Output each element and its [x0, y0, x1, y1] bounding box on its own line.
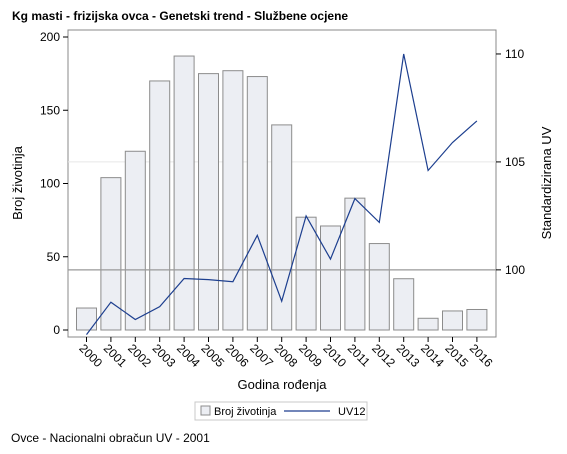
y-tick-label: 200	[40, 30, 60, 44]
legend-frame	[194, 401, 368, 421]
x-tick-label: 2006	[223, 341, 252, 370]
y2-axis-label: Standardizirana UV	[539, 126, 554, 239]
legend-label-bars: Broj životinja	[214, 406, 277, 418]
y-tick-label: 150	[40, 103, 60, 117]
legend-label-line: UV12	[338, 406, 366, 418]
x-tick-label: 2010	[320, 341, 349, 370]
bar	[466, 308, 488, 331]
x-tick-label: 2007	[247, 341, 276, 370]
x-tick-label: 2009	[296, 341, 325, 370]
bar	[393, 278, 415, 331]
bar	[417, 317, 439, 331]
x-tick-label: 2015	[442, 341, 471, 370]
bar	[149, 80, 171, 331]
bar	[442, 310, 463, 331]
y-tick-label: 50	[47, 250, 61, 264]
y-tick-label: 0	[53, 323, 60, 337]
bar	[344, 197, 366, 331]
x-tick-label: 2005	[198, 341, 227, 370]
bar	[198, 73, 219, 331]
bar	[76, 307, 97, 331]
x-tick-label: 2014	[418, 341, 447, 370]
bar	[271, 124, 293, 331]
x-tick-label: 2004	[174, 341, 203, 370]
y-tick-label: 100	[40, 177, 60, 191]
x-tick-label: 2003	[150, 341, 179, 370]
bar	[173, 55, 195, 331]
bar	[100, 177, 122, 331]
y2-tick-label: 100	[505, 263, 525, 277]
y-axis-label: Broj životinja	[10, 145, 25, 219]
bar	[368, 243, 390, 331]
x-tick-label: 2000	[76, 341, 105, 370]
legend: Broj životinja UV12	[194, 401, 368, 421]
x-axis-label: Godina rođenja	[238, 377, 328, 392]
bar	[246, 76, 268, 331]
footnote: Ovce - Nacionalni obračun UV - 2001	[11, 431, 210, 445]
x-tick-label: 2002	[125, 341, 154, 370]
bar	[222, 70, 244, 331]
legend-swatch-bars	[200, 405, 211, 416]
y2-tick-label: 110	[505, 47, 524, 61]
bar	[124, 150, 146, 331]
x-tick-label: 2013	[394, 341, 423, 370]
x-tick-label: 2012	[369, 341, 398, 370]
chart-title: Kg masti - frizijska ovca - Genetski tre…	[12, 9, 349, 23]
y2-tick-label: 105	[505, 155, 525, 169]
x-tick-label: 2008	[272, 341, 301, 370]
series-line-uv12	[86, 53, 478, 335]
x-tick-label: 2016	[467, 341, 496, 370]
x-tick-label: 2011	[345, 341, 373, 369]
bar	[295, 216, 317, 331]
bar	[320, 225, 341, 331]
x-tick-label: 2001	[101, 341, 130, 370]
